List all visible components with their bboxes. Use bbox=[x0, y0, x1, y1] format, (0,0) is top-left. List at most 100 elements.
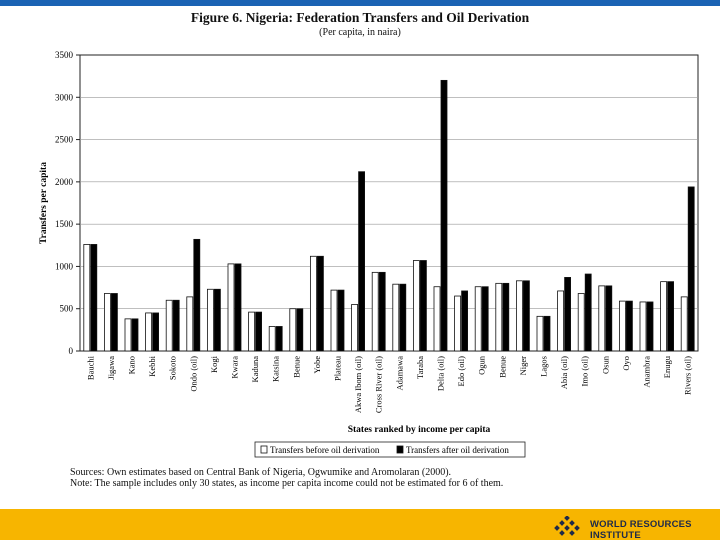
bar-before-oil bbox=[536, 315, 544, 352]
x-tick-label: Delta (oil) bbox=[436, 356, 446, 391]
bar-after-oil bbox=[440, 79, 448, 352]
x-tick-label: Kaduna bbox=[250, 356, 260, 383]
x-tick-label: Kebbi bbox=[147, 355, 157, 376]
bar-after-oil bbox=[90, 244, 98, 352]
bar-after-oil bbox=[667, 281, 674, 352]
legend-swatch-after bbox=[396, 445, 404, 454]
x-tick-label: Abia (oil) bbox=[559, 356, 569, 389]
bar-before-oil bbox=[186, 296, 194, 352]
x-tick-label: Yobe bbox=[312, 356, 322, 374]
bar-before-oil bbox=[330, 289, 338, 352]
bar-before-oil bbox=[165, 299, 173, 352]
bar-after-oil bbox=[358, 171, 366, 352]
bar-after-oil bbox=[255, 311, 263, 352]
x-tick-label: Benue bbox=[497, 356, 507, 378]
org-name: WORLD RESOURCES INSTITUTE bbox=[590, 519, 692, 541]
x-tick-label: Kogi bbox=[209, 355, 219, 373]
x-tick-label: Katsina bbox=[271, 356, 281, 382]
bar-after-oil bbox=[193, 238, 201, 352]
x-tick-label: Ondo (oil) bbox=[188, 356, 198, 392]
bar-after-oil bbox=[296, 308, 304, 352]
x-tick-label: Niger bbox=[518, 356, 528, 376]
bar-after-oil bbox=[399, 283, 407, 352]
bar-before-oil bbox=[289, 308, 297, 352]
bar-before-oil bbox=[248, 311, 256, 352]
bar-after-oil bbox=[502, 282, 510, 352]
x-tick-label: Kano bbox=[127, 356, 137, 374]
y-tick-label: 1500 bbox=[55, 219, 74, 229]
bar-after-oil bbox=[316, 255, 324, 352]
bar-after-oil bbox=[481, 286, 489, 352]
x-tick-label: Imo (oil) bbox=[580, 356, 590, 387]
bar-before-oil bbox=[392, 283, 400, 352]
bar-before-oil bbox=[206, 288, 214, 352]
sample-note: Note: The sample includes only 30 states… bbox=[70, 478, 504, 489]
bar-after-oil bbox=[626, 300, 633, 352]
bar-before-oil bbox=[433, 286, 441, 352]
bar-before-oil bbox=[680, 296, 688, 352]
bar-after-oil bbox=[419, 260, 427, 352]
y-tick-label: 1000 bbox=[55, 261, 74, 271]
bar-before-oil bbox=[145, 312, 153, 352]
legend-swatch-before bbox=[260, 445, 268, 454]
y-tick-label: 2500 bbox=[55, 135, 74, 145]
bar-before-oil bbox=[598, 285, 606, 352]
x-tick-label: Benue bbox=[291, 356, 301, 378]
x-tick-label: Edo (oil) bbox=[456, 356, 466, 387]
bar-before-oil bbox=[351, 304, 359, 352]
legend-label-after: Transfers after oil derivation bbox=[406, 445, 509, 455]
x-tick-label: Bauchi bbox=[85, 355, 95, 380]
x-tick-label: Oyo bbox=[621, 356, 631, 371]
plot-area bbox=[79, 54, 699, 352]
bar-after-oil bbox=[152, 312, 160, 352]
y-axis-label: Transfers per capita bbox=[39, 162, 49, 244]
x-tick-label: Lagos bbox=[539, 356, 549, 377]
bar-before-oil bbox=[454, 295, 462, 352]
chart-subtitle: (Per capita, in naira) bbox=[319, 27, 401, 38]
bar-after-oil bbox=[523, 280, 530, 352]
x-tick-label: Anambra bbox=[642, 356, 652, 388]
bar-after-oil bbox=[213, 288, 221, 352]
y-tick-label: 3500 bbox=[55, 50, 74, 60]
x-axis-label: States ranked by income per capita bbox=[348, 425, 491, 435]
footer-bar bbox=[0, 509, 720, 540]
y-tick-label: 0 bbox=[69, 346, 74, 356]
bar-before-oil bbox=[268, 326, 276, 352]
sources-note: Sources: Own estimates based on Central … bbox=[70, 467, 452, 478]
bar-after-oil bbox=[234, 263, 242, 352]
bar-before-oil bbox=[495, 282, 503, 352]
bar-before-oil bbox=[124, 318, 132, 352]
y-tick-label: 2000 bbox=[55, 177, 74, 187]
bar-after-oil bbox=[131, 318, 139, 352]
top-accent-bar bbox=[0, 0, 720, 6]
x-tick-label: Enugu bbox=[662, 355, 672, 378]
bar-after-oil bbox=[172, 299, 180, 352]
x-tick-label: Adamawa bbox=[394, 356, 404, 391]
x-tick-label: Jigawa bbox=[106, 356, 116, 380]
bar-before-oil bbox=[619, 300, 626, 352]
bar-before-oil bbox=[412, 260, 420, 352]
bar-after-oil bbox=[605, 285, 613, 352]
x-tick-label: Rivers (oil) bbox=[683, 356, 693, 395]
bar-before-oil bbox=[227, 263, 235, 352]
bar-after-oil bbox=[646, 301, 654, 352]
bar-after-oil bbox=[275, 326, 283, 352]
x-tick-label: Plateau bbox=[333, 355, 343, 381]
x-tick-label: Taraba bbox=[415, 356, 425, 379]
y-tick-label: 3000 bbox=[55, 92, 74, 102]
bar-after-oil bbox=[378, 271, 386, 352]
x-tick-label: Akwa Ibom (oil) bbox=[353, 356, 363, 413]
bar-after-oil bbox=[584, 273, 592, 352]
bar-before-oil bbox=[639, 301, 647, 352]
x-tick-label: Sokoto bbox=[168, 356, 178, 380]
bar-before-oil bbox=[104, 293, 111, 352]
legend-box bbox=[254, 441, 526, 458]
y-tick-label: 500 bbox=[60, 304, 74, 314]
x-tick-label: Osun bbox=[600, 355, 610, 374]
chart-title: Figure 6. Nigeria: Federation Transfers … bbox=[190, 10, 530, 25]
legend-label-before: Transfers before oil derivation bbox=[270, 445, 380, 455]
bar-after-oil bbox=[687, 186, 695, 352]
chart-notes: Sources: Own estimates based on Central … bbox=[70, 467, 503, 489]
bar-after-oil bbox=[337, 289, 345, 352]
x-tick-label: Kwara bbox=[230, 356, 240, 379]
